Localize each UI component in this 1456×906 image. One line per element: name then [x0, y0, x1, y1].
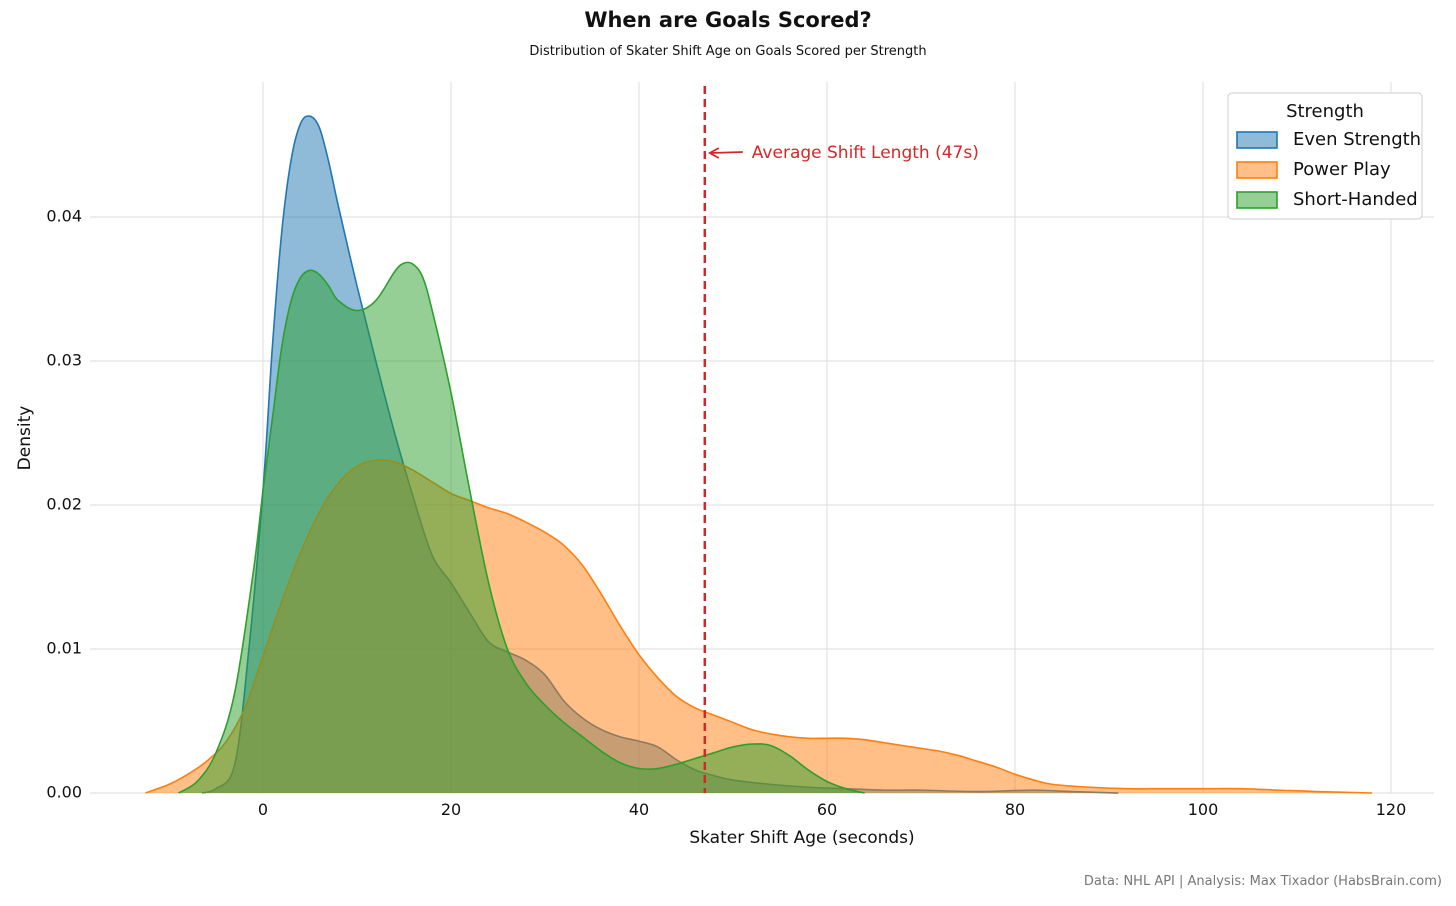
- x-tick-label: 80: [1005, 800, 1025, 819]
- short-handeddensity-fill: [178, 262, 865, 793]
- x-tick-label: 120: [1376, 800, 1407, 819]
- chart-subtitle: Distribution of Skater Shift Age on Goal…: [529, 44, 927, 59]
- legend-label-short-handed: Short-Handed: [1293, 189, 1418, 210]
- legend-box: [1227, 92, 1423, 220]
- annotation-label: Average Shift Length (47s): [752, 143, 979, 163]
- y-tick-label: 0.03: [46, 351, 82, 370]
- y-tick-label: 0.00: [46, 783, 82, 802]
- y-axis-label: Density: [15, 406, 35, 471]
- x-tick-label: 60: [817, 800, 837, 819]
- annotation-arrow: [710, 151, 743, 154]
- y-tick-label: 0.01: [46, 639, 82, 658]
- y-tick-label: 0.04: [46, 207, 82, 226]
- chart-title: When are Goals Scored?: [584, 8, 872, 32]
- legend-label-even-strength: Even Strength: [1293, 129, 1421, 150]
- x-tick-label: 20: [441, 800, 461, 819]
- y-tick-label: 0.02: [46, 495, 82, 514]
- short-handeddensity-line: [177, 261, 865, 794]
- legend-swatch-short-handed: [1236, 191, 1278, 209]
- x-tick-label: 100: [1188, 800, 1219, 819]
- source-caption: Data: NHL API | Analysis: Max Tixador (H…: [1083, 874, 1442, 889]
- annotation-arrowhead: [707, 147, 720, 159]
- x-tick-label: 0: [258, 800, 268, 819]
- x-tick-label: 40: [629, 800, 649, 819]
- x-axis-label: Skater Shift Age (seconds): [689, 828, 914, 848]
- density-areas: [145, 115, 1373, 794]
- legend-swatch-even-strength: [1236, 131, 1278, 149]
- annotation-group: Average Shift Length (47s): [707, 143, 979, 163]
- legend-label-power-play: Power Play: [1293, 159, 1391, 180]
- axis-ticks: 0 20 40 60 80 100 120 0.00 0.01 0.02 0.03 0.04: [46, 207, 1406, 820]
- legend-items: Even Strength Power Play Short-Handed: [1236, 129, 1421, 210]
- legend-swatch-power-play: [1236, 161, 1278, 179]
- legend: Strength Even Strength Power Play Short-Ha…: [1227, 92, 1423, 220]
- legend-title: Strength: [1286, 101, 1364, 122]
